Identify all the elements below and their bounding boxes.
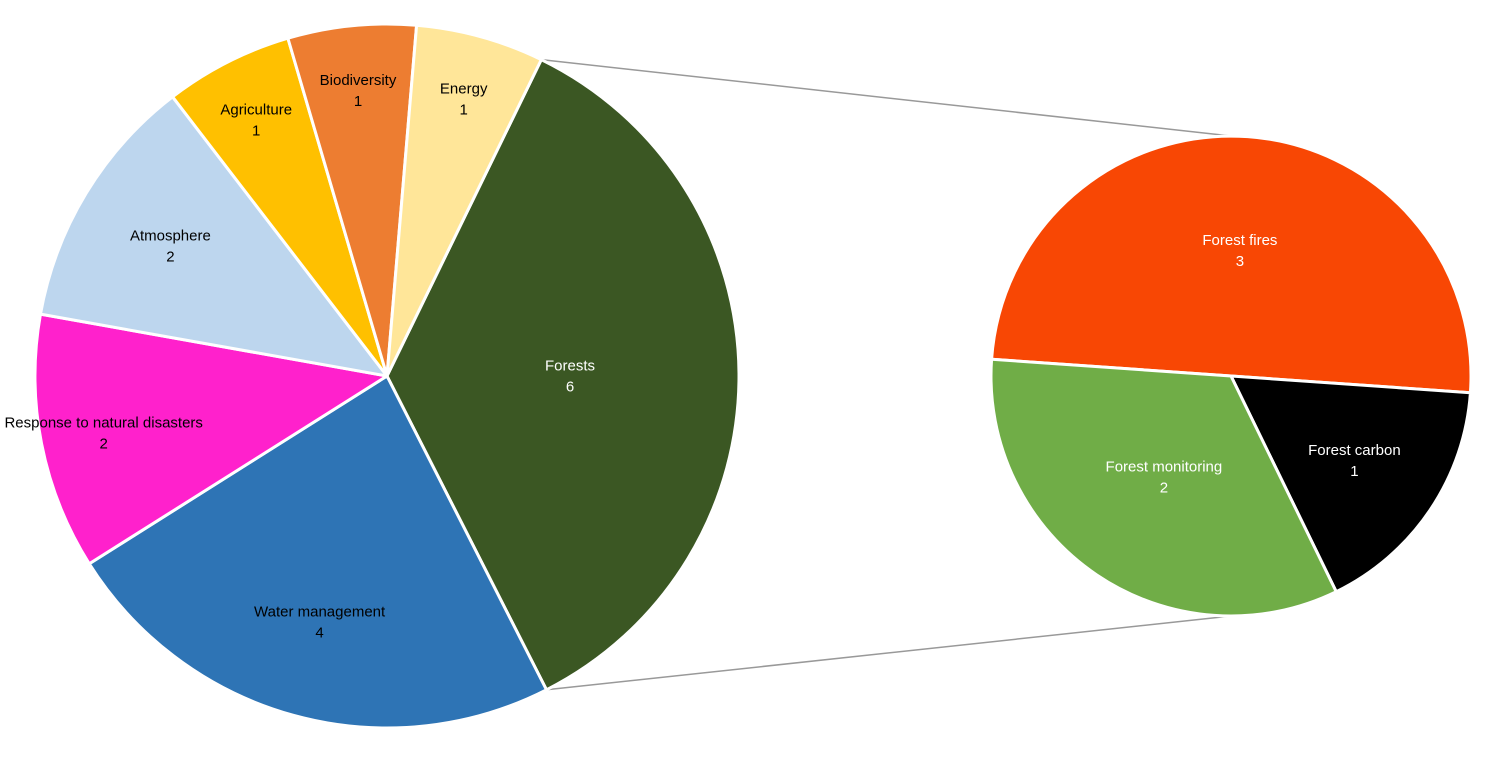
pie-slice-agriculture bbox=[171, 36, 389, 378]
slice-value-biodiversity: 1 bbox=[354, 93, 362, 110]
slice-value-forest-fires: 3 bbox=[1236, 253, 1244, 270]
slice-value-agriculture: 1 bbox=[252, 123, 260, 140]
pie-slice-forest-monitoring bbox=[989, 357, 1338, 618]
slice-label-agriculture: Agriculture bbox=[220, 102, 292, 119]
slice-value-forests: 6 bbox=[566, 379, 574, 396]
slice-label-forests: Forests bbox=[545, 358, 595, 375]
slice-label-water-management: Water management bbox=[254, 603, 386, 620]
connector-line-bottom bbox=[546, 615, 1232, 691]
slice-label-response-to-natural-disasters: Response to natural disasters bbox=[4, 414, 202, 431]
slice-value-response-to-natural-disasters: 2 bbox=[100, 435, 108, 452]
pie-slice-biodiversity bbox=[286, 22, 419, 378]
slice-value-energy: 1 bbox=[460, 102, 468, 119]
pie-slice-energy bbox=[385, 23, 543, 378]
connector-line-top bbox=[541, 58, 1232, 137]
slice-value-atmosphere: 2 bbox=[166, 248, 174, 265]
slice-label-biodiversity: Biodiversity bbox=[320, 72, 397, 89]
pie-slice-forest-carbon bbox=[1229, 374, 1472, 594]
connector-lines bbox=[541, 58, 1232, 691]
pie-slice-forest-fires bbox=[990, 134, 1473, 395]
slice-label-atmosphere: Atmosphere bbox=[130, 227, 211, 244]
slice-label-forest-monitoring: Forest monitoring bbox=[1106, 459, 1223, 476]
main-pie: Forests 6 Water management 4 Response to nat… bbox=[4, 22, 741, 730]
pie-slice-atmosphere bbox=[38, 95, 389, 378]
slice-value-water-management: 4 bbox=[315, 624, 323, 641]
slice-value-forest-monitoring: 2 bbox=[1160, 480, 1168, 497]
slice-label-forest-fires: Forest fires bbox=[1202, 232, 1277, 249]
pie-slice-response-to-natural-disasters bbox=[33, 312, 389, 566]
slice-label-forest-carbon: Forest carbon bbox=[1308, 442, 1401, 459]
sub-pie: Forest fires 3 Forest carbon 1 Forest monito… bbox=[989, 134, 1473, 618]
slice-value-forest-carbon: 1 bbox=[1350, 463, 1358, 480]
slice-label-energy: Energy bbox=[440, 81, 488, 98]
pie-slice-forests bbox=[385, 58, 741, 692]
pie-slice-water-management bbox=[87, 374, 548, 730]
